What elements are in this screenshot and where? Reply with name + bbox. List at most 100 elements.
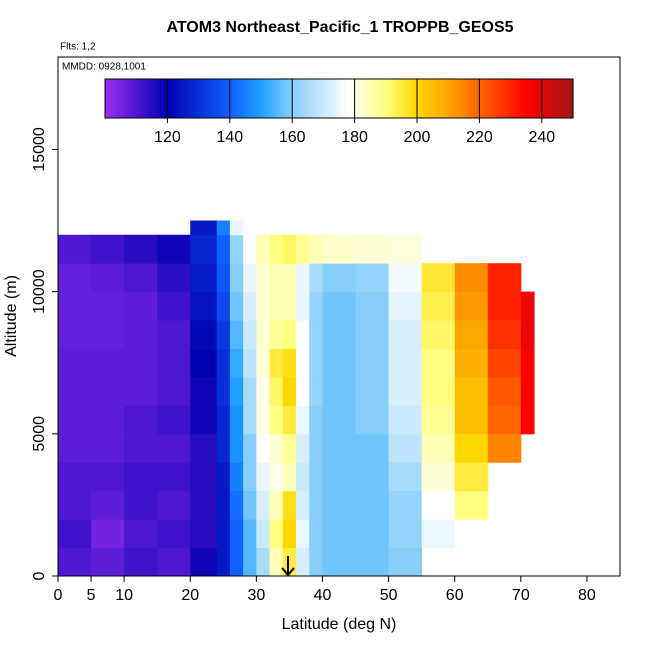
cell [487,348,522,378]
cell [355,234,390,264]
cell [256,433,271,463]
cell [520,348,535,378]
cell [58,263,92,293]
cell [454,405,489,435]
cell [388,490,423,520]
cell [282,462,297,492]
cell [388,462,423,492]
cell [282,320,297,349]
cell [487,291,522,321]
cell [58,376,92,406]
arrow [281,556,295,577]
cell [229,220,244,236]
cell [421,320,456,349]
cell [216,376,231,406]
colorbar-tick-label: 140 [216,129,243,146]
cell [487,320,522,349]
chart-title: ATOM3 Northeast_Pacific_1 TROPPB_GEOS5 [166,19,513,36]
cell [309,462,323,492]
y-tick-label: 0 [31,571,48,580]
cell [269,320,284,349]
cell [309,320,323,349]
cell [388,263,423,293]
cell [309,348,323,378]
cell [296,234,310,264]
cell [256,320,271,349]
cell [282,519,297,549]
cell [421,263,456,293]
cell [58,519,92,549]
cell [58,348,92,378]
cell [454,263,489,293]
cell [296,376,310,406]
cell [355,490,390,520]
cell [190,433,218,463]
cell [58,234,92,264]
cell [124,234,158,264]
cell [229,348,244,378]
cell [309,519,323,549]
heatmap [58,220,535,577]
cell [322,547,357,577]
y-tick-label: 5000 [31,416,48,452]
cell [269,405,284,435]
cell [58,291,92,321]
cell [229,490,244,520]
cell [243,376,257,406]
cell [256,519,271,549]
cell [269,462,284,492]
cell [190,291,218,321]
x-tick-label: 10 [115,587,133,604]
cell [256,348,271,378]
cell [256,376,271,406]
cell [243,348,257,378]
cell [91,348,125,378]
cell [388,291,423,321]
cell [243,263,257,293]
cell [256,462,271,492]
cell [309,490,323,520]
cell [243,291,257,321]
cell [91,433,125,463]
cell [216,234,231,264]
cell [269,263,284,293]
cell [269,490,284,520]
cell [58,462,92,492]
cell [124,462,158,492]
cell [229,547,244,577]
colorbar-tick-label: 200 [404,129,431,146]
x-tick-label: 60 [446,587,464,604]
cell [454,490,489,520]
cell [355,376,390,406]
cell [91,490,125,520]
cell [190,320,218,349]
cell [296,405,310,435]
cell [421,405,456,435]
cell [216,547,231,577]
x-tick-label: 80 [578,587,596,604]
colorbar-tick-label: 160 [279,129,306,146]
cell [282,348,297,378]
cell [296,320,310,349]
cell [454,433,489,463]
annotation: MMDD: 0928,1001 [62,62,146,73]
cell [190,234,218,264]
cell [58,405,92,435]
cell [229,291,244,321]
x-tick-label: 70 [512,587,530,604]
cell [421,291,456,321]
cell [91,320,125,349]
x-tick-label: 5 [87,587,96,604]
cell [282,376,297,406]
cell [157,376,191,406]
cell [421,462,456,492]
cell [190,519,218,549]
cell [388,547,423,577]
cell [229,376,244,406]
cell [91,462,125,492]
cell [256,547,271,577]
subtitle: Flts: 1,2 [60,42,96,53]
cell [256,234,271,264]
cell [322,263,357,293]
